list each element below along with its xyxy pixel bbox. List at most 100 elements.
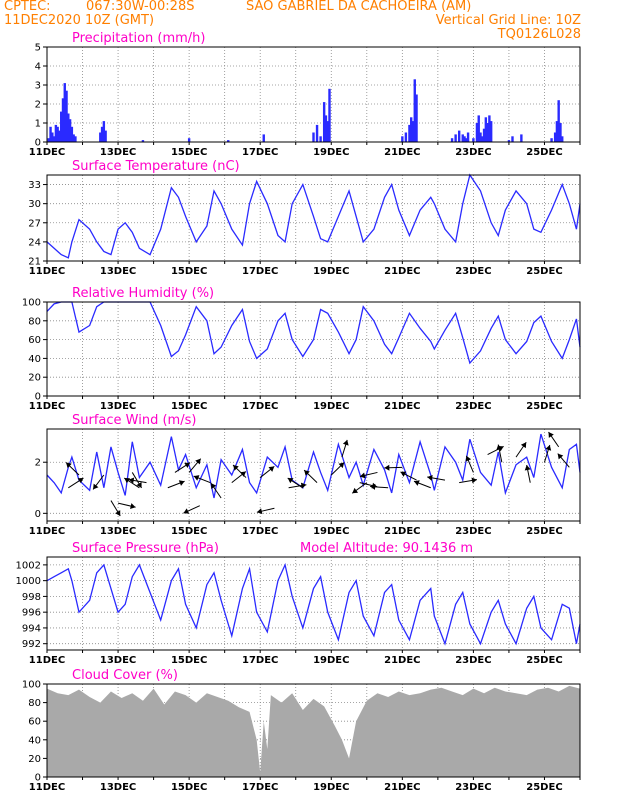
y-tick-label: 27 xyxy=(28,218,41,229)
y-tick-label: 20 xyxy=(28,754,41,765)
x-tick-label: 23DEC xyxy=(455,655,491,666)
y-tick-label: 992 xyxy=(22,639,41,650)
precip-bar xyxy=(74,136,77,142)
y-tick-label: 998 xyxy=(22,592,41,603)
wind-arrow-head xyxy=(338,462,345,469)
wind-arrow-head xyxy=(359,472,366,479)
y-tick-label: 1 xyxy=(35,119,41,130)
wind-arrow-head xyxy=(77,478,84,484)
x-tick-label: 15DEC xyxy=(171,266,207,277)
wind-arrow-head xyxy=(256,508,263,515)
precip-bar xyxy=(319,136,322,142)
wind-arrow-head xyxy=(352,487,359,494)
wind-arrow-head xyxy=(193,475,200,481)
header-coords: 067:30W-00:28S xyxy=(86,0,195,14)
header-grid-note: Vertical Grid Line: 10Z xyxy=(435,13,581,28)
wind-arrow-head xyxy=(195,458,201,465)
x-tick-label: 13DEC xyxy=(100,401,136,412)
wind-arrow-head xyxy=(210,483,217,489)
x-tick-label: 11DEC xyxy=(29,655,65,666)
y-tick-label: 4 xyxy=(35,62,41,73)
precip-bar xyxy=(58,130,61,142)
x-tick-label: 25DEC xyxy=(526,782,562,793)
panel-annotation: Model Altitude: 90.1436 m xyxy=(300,541,473,556)
wind-arrow-head xyxy=(268,466,275,472)
precip-bar xyxy=(322,102,326,142)
precip-bar xyxy=(187,138,191,142)
x-tick-label: 13DEC xyxy=(100,782,136,793)
x-tick-label: 21DEC xyxy=(384,266,420,277)
precip-bar xyxy=(555,121,559,142)
y-tick-label: 30 xyxy=(28,199,41,210)
precip-bar xyxy=(561,136,564,142)
panel-frame xyxy=(46,556,581,651)
panel-title: Surface Wind (m/s) xyxy=(72,413,196,428)
precip-bar xyxy=(68,119,72,142)
x-tick-label: 11DEC xyxy=(29,526,65,537)
wind-arrow-head xyxy=(342,439,349,446)
panel-frame xyxy=(46,301,581,397)
y-tick-label: 1000 xyxy=(16,576,41,587)
x-tick-label: 21DEC xyxy=(384,401,420,412)
x-tick-label: 19DEC xyxy=(313,147,349,158)
precip-bar xyxy=(559,123,562,142)
precip-bar xyxy=(65,90,68,142)
precip-bar xyxy=(51,132,54,142)
x-tick-label: 13DEC xyxy=(100,526,136,537)
y-tick-label: 60 xyxy=(28,717,41,728)
precip-bar xyxy=(507,140,511,142)
x-tick-label: 21DEC xyxy=(384,147,420,158)
y-tick-label: 20 xyxy=(28,373,41,384)
precip-bar xyxy=(479,132,482,142)
precip-bar xyxy=(486,123,489,142)
x-tick-label: 17DEC xyxy=(242,782,278,793)
x-tick-label: 17DEC xyxy=(242,401,278,412)
precip-bar xyxy=(415,94,418,142)
x-tick-label: 13DEC xyxy=(100,266,136,277)
precip-bar xyxy=(52,136,56,142)
panel-2 xyxy=(43,173,581,264)
series-line xyxy=(46,562,581,646)
y-tick-label: 33 xyxy=(28,180,41,191)
y-tick-label: 994 xyxy=(22,623,41,634)
y-tick-label: 24 xyxy=(28,237,41,248)
x-tick-label: 13DEC xyxy=(100,147,136,158)
precip-bar xyxy=(227,140,230,142)
y-tick-label: 0 xyxy=(35,509,41,520)
precip-bar xyxy=(484,117,488,142)
x-tick-label: 17DEC xyxy=(242,655,278,666)
precip-bar xyxy=(262,134,265,142)
x-tick-label: 21DEC xyxy=(384,655,420,666)
precip-bar xyxy=(401,136,404,142)
x-tick-label: 25DEC xyxy=(526,266,562,277)
precip-bar xyxy=(328,88,331,142)
precip-bar xyxy=(466,132,470,142)
header-source: CPTEC: xyxy=(4,0,51,14)
wind-arrow-head xyxy=(548,432,554,438)
precip-bar xyxy=(489,121,493,142)
panel-frame xyxy=(46,683,581,778)
x-tick-label: 17DEC xyxy=(242,266,278,277)
wind-arrow-head xyxy=(496,444,503,451)
precip-bar xyxy=(475,123,479,142)
wind-arrow-head xyxy=(233,465,239,471)
wind-arrow-head xyxy=(136,482,142,488)
precip-bar xyxy=(557,100,560,142)
x-tick-label: 23DEC xyxy=(455,147,491,158)
x-tick-label: 19DEC xyxy=(313,782,349,793)
x-tick-label: 25DEC xyxy=(526,401,562,412)
wind-arrow-head xyxy=(545,445,552,451)
panel-title: Precipitation (mm/h) xyxy=(72,31,205,46)
y-tick-label: 3 xyxy=(35,81,41,92)
wind-arrow-head xyxy=(66,462,72,469)
precip-bar xyxy=(465,138,468,142)
x-tick-label: 23DEC xyxy=(455,526,491,537)
precip-bar xyxy=(553,132,557,142)
precip-bar xyxy=(520,134,523,142)
precip-bar xyxy=(472,138,475,142)
precip-bar xyxy=(477,115,480,142)
precip-bar xyxy=(461,134,464,142)
x-tick-label: 11DEC xyxy=(29,782,65,793)
precip-bar xyxy=(326,121,329,142)
